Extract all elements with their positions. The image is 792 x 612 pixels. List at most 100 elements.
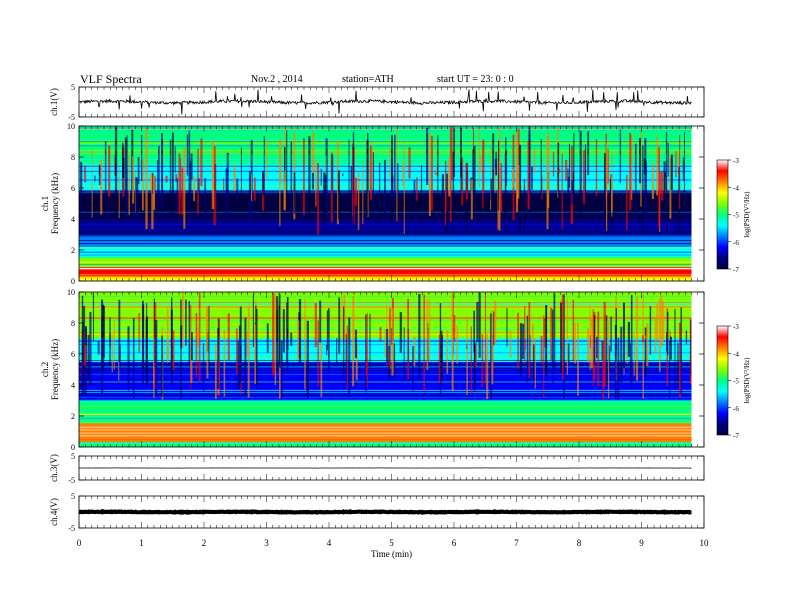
spheric-streak bbox=[490, 178, 493, 200]
x-tick-label: 2 bbox=[202, 538, 207, 548]
spectrum-streak bbox=[79, 143, 692, 145]
spheric-streak bbox=[354, 329, 358, 359]
spheric-streak bbox=[517, 164, 520, 199]
spheric-streak bbox=[567, 343, 570, 364]
spheric-streak bbox=[651, 163, 655, 199]
spheric-streak bbox=[490, 313, 493, 400]
spheric-streak bbox=[399, 312, 402, 354]
spheric-streak bbox=[426, 298, 429, 370]
spheric-streak bbox=[84, 326, 87, 346]
spectrum-streak bbox=[79, 240, 692, 241]
spectrum-streak bbox=[79, 381, 692, 383]
spectrum-streak bbox=[79, 304, 692, 305]
spheric-streak bbox=[561, 294, 564, 380]
spheric-streak bbox=[602, 341, 605, 400]
spheric-streak bbox=[429, 299, 431, 362]
spectrum-streak bbox=[79, 408, 692, 410]
spheric-streak bbox=[431, 135, 433, 211]
spheric-streak bbox=[460, 127, 462, 179]
spectrum-streak bbox=[79, 224, 692, 226]
spheric-streak bbox=[204, 178, 207, 226]
spheric-streak bbox=[352, 296, 355, 387]
spheric-streak bbox=[161, 138, 164, 222]
spheric-streak bbox=[302, 138, 305, 215]
spheric-streak bbox=[626, 340, 628, 365]
spheric-streak bbox=[552, 151, 555, 177]
spheric-streak bbox=[336, 140, 339, 225]
spheric-streak bbox=[141, 300, 144, 383]
spheric-streak bbox=[87, 334, 90, 380]
y-tick-label: 4 bbox=[71, 215, 75, 224]
y-tick-label: 8 bbox=[71, 153, 75, 162]
spheric-streak bbox=[626, 174, 628, 231]
spectrum-streak bbox=[79, 417, 692, 419]
spectrum-streak bbox=[79, 264, 692, 266]
spheric-streak bbox=[211, 140, 215, 210]
spheric-streak bbox=[283, 146, 286, 182]
spheric-streak bbox=[441, 335, 444, 363]
spheric-streak bbox=[658, 147, 660, 229]
spheric-streak bbox=[611, 154, 613, 217]
spectrum-streak bbox=[79, 228, 692, 230]
start-time-label: start UT = 23: 0 : 0 bbox=[437, 74, 514, 85]
spheric-streak bbox=[171, 132, 174, 217]
spheric-streak bbox=[255, 308, 258, 388]
spheric-streak bbox=[153, 337, 155, 385]
spheric-streak bbox=[137, 157, 140, 185]
spectrum-streak bbox=[79, 440, 692, 442]
spheric-streak bbox=[533, 147, 536, 174]
spheric-streak bbox=[153, 298, 156, 367]
spheric-streak bbox=[656, 303, 659, 341]
spheric-streak bbox=[237, 340, 240, 389]
spheric-streak bbox=[629, 343, 631, 382]
spectrum-streak bbox=[79, 316, 692, 318]
spheric-streak bbox=[166, 340, 169, 360]
spheric-streak bbox=[566, 297, 568, 375]
spheric-streak bbox=[606, 157, 609, 186]
spheric-streak bbox=[317, 320, 319, 387]
spheric-streak bbox=[80, 161, 82, 233]
spheric-streak bbox=[550, 307, 553, 362]
spheric-streak bbox=[396, 163, 399, 203]
colorbar-tick-label: -5 bbox=[733, 212, 739, 220]
y-tick-label: 4 bbox=[71, 381, 75, 390]
spheric-streak bbox=[319, 300, 322, 343]
spheric-streak bbox=[175, 174, 178, 182]
spectrum-streak bbox=[79, 255, 692, 257]
spheric-streak bbox=[586, 328, 590, 363]
spheric-streak bbox=[236, 178, 239, 199]
spheric-streak bbox=[304, 298, 306, 390]
spheric-streak bbox=[473, 145, 476, 207]
spheric-streak bbox=[170, 297, 173, 386]
spheric-streak bbox=[188, 301, 191, 363]
spheric-streak bbox=[606, 340, 609, 343]
spectrum-streak bbox=[79, 243, 692, 244]
spheric-streak bbox=[324, 174, 327, 214]
spheric-streak bbox=[466, 316, 468, 396]
x-tick-label: 7 bbox=[514, 538, 519, 548]
station-label: station=ATH bbox=[342, 74, 394, 85]
spheric-streak bbox=[675, 151, 677, 178]
spheric-streak bbox=[282, 309, 285, 353]
spheric-streak bbox=[577, 322, 579, 396]
spheric-streak bbox=[664, 176, 667, 194]
spheric-streak bbox=[357, 171, 360, 230]
spheric-streak bbox=[145, 128, 148, 230]
y-axis-label: ch.2 bbox=[40, 362, 50, 377]
y-axis-label: Frequency (kHz) bbox=[50, 173, 60, 234]
waveform-line bbox=[78, 508, 692, 516]
spheric-streak bbox=[627, 321, 631, 357]
spheric-streak bbox=[593, 315, 596, 366]
spheric-streak bbox=[523, 179, 526, 230]
spheric-streak bbox=[617, 337, 620, 400]
spheric-streak bbox=[343, 306, 345, 376]
spheric-streak bbox=[149, 172, 153, 190]
spheric-streak bbox=[180, 299, 182, 399]
colorbar bbox=[716, 325, 729, 436]
spheric-streak bbox=[191, 332, 193, 361]
spheric-streak bbox=[132, 318, 135, 399]
spheric-streak bbox=[614, 324, 617, 399]
spectrum-streak bbox=[79, 366, 692, 368]
spheric-streak bbox=[642, 335, 644, 343]
spectrum-streak bbox=[79, 261, 692, 262]
